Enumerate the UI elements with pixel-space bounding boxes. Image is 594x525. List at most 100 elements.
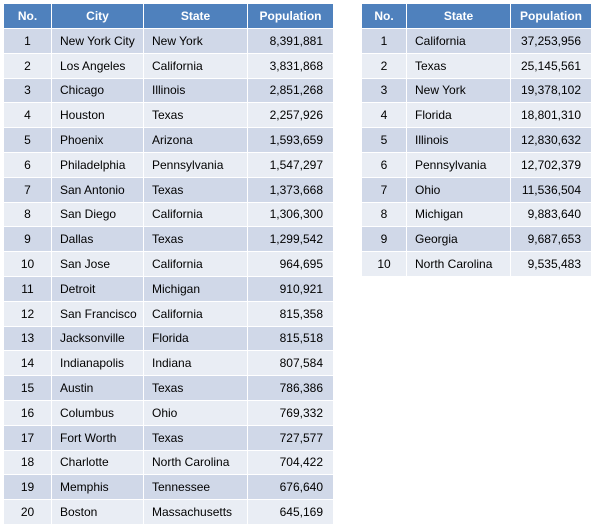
cities-population-table: No. City State Population 1 New York City… [3, 3, 334, 525]
rank-cell: 8 [361, 201, 407, 228]
rank-cell: 6 [3, 151, 52, 178]
state-cell: Michigan [143, 275, 248, 302]
city-cell: Memphis [51, 474, 144, 501]
header-population: Population [247, 3, 334, 29]
table-row: 3 New York 19,378,102 [361, 77, 592, 104]
population-cell: 645,169 [247, 499, 334, 525]
table-row: 17 Fort Worth Texas 727,577 [3, 424, 334, 451]
table-row: 7 Ohio 11,536,504 [361, 176, 592, 203]
rank-cell: 5 [3, 127, 52, 153]
population-cell: 769,332 [247, 399, 334, 426]
population-cell: 1,299,542 [247, 226, 334, 253]
state-cell: Michigan [406, 201, 511, 228]
state-cell: California [143, 201, 248, 228]
table-row: 15 Austin Texas 786,386 [3, 375, 334, 401]
city-cell: Boston [51, 499, 144, 525]
header-state: State [143, 3, 248, 29]
population-cell: 704,422 [247, 449, 334, 476]
table-row: 8 Michigan 9,883,640 [361, 201, 592, 228]
state-cell: Texas [406, 52, 511, 79]
state-cell: Tennessee [143, 474, 248, 501]
rank-cell: 14 [3, 350, 52, 377]
rank-cell: 17 [3, 424, 52, 451]
city-cell: Charlotte [51, 449, 144, 476]
header-state: State [406, 3, 511, 29]
rank-cell: 16 [3, 399, 52, 426]
states-population-table: No. State Population 1 California 37,253,9… [361, 3, 592, 277]
table-row: 3 Chicago Illinois 2,851,268 [3, 77, 334, 104]
state-cell: Ohio [406, 176, 511, 203]
state-cell: Georgia [406, 226, 511, 253]
city-cell: Houston [51, 102, 144, 129]
table-row: 4 Florida 18,801,310 [361, 102, 592, 129]
table-row: 9 Georgia 9,687,653 [361, 226, 592, 253]
rank-cell: 11 [3, 275, 52, 302]
city-cell: Chicago [51, 77, 144, 104]
population-cell: 2,851,268 [247, 77, 334, 104]
city-cell: Dallas [51, 226, 144, 253]
state-cell: Florida [406, 102, 511, 129]
table-row: 11 Detroit Michigan 910,921 [3, 275, 334, 302]
rank-cell: 4 [361, 102, 407, 129]
city-cell: Detroit [51, 275, 144, 302]
rank-cell: 9 [361, 226, 407, 253]
population-cell: 12,830,632 [510, 127, 592, 153]
table-header-row: No. City State Population [3, 3, 334, 29]
rank-cell: 6 [361, 151, 407, 178]
rank-cell: 4 [3, 102, 52, 129]
rank-cell: 5 [361, 127, 407, 153]
population-cell: 815,358 [247, 300, 334, 327]
population-cell: 3,831,868 [247, 52, 334, 79]
city-cell: Philadelphia [51, 151, 144, 178]
table-row: 4 Houston Texas 2,257,926 [3, 102, 334, 129]
population-cell: 9,535,483 [510, 251, 592, 277]
rank-cell: 9 [3, 226, 52, 253]
population-cell: 807,584 [247, 350, 334, 377]
table-row: 18 Charlotte North Carolina 704,422 [3, 449, 334, 476]
population-cell: 815,518 [247, 325, 334, 352]
table-row: 10 San Jose California 964,695 [3, 251, 334, 277]
table-row: 10 North Carolina 9,535,483 [361, 251, 592, 277]
table-row: 9 Dallas Texas 1,299,542 [3, 226, 334, 253]
rank-cell: 3 [3, 77, 52, 104]
table-row: 2 Los Angeles California 3,831,868 [3, 52, 334, 79]
header-population: Population [510, 3, 592, 29]
state-cell: Pennsylvania [406, 151, 511, 178]
header-no: No. [3, 3, 52, 29]
rank-cell: 1 [361, 28, 407, 54]
rank-cell: 7 [361, 176, 407, 203]
city-cell: Columbus [51, 399, 144, 426]
population-cell: 19,378,102 [510, 77, 592, 104]
population-cell: 1,306,300 [247, 201, 334, 228]
city-cell: San Francisco [51, 300, 144, 327]
population-cell: 1,373,668 [247, 176, 334, 203]
population-cell: 18,801,310 [510, 102, 592, 129]
state-cell: California [143, 52, 248, 79]
population-cell: 1,593,659 [247, 127, 334, 153]
state-cell: Texas [143, 375, 248, 401]
state-cell: California [143, 300, 248, 327]
rank-cell: 7 [3, 176, 52, 203]
table-row: 2 Texas 25,145,561 [361, 52, 592, 79]
state-cell: Illinois [406, 127, 511, 153]
rank-cell: 8 [3, 201, 52, 228]
table-row: 6 Philadelphia Pennsylvania 1,547,297 [3, 151, 334, 178]
rank-cell: 20 [3, 499, 52, 525]
table-row: 1 New York City New York 8,391,881 [3, 28, 334, 54]
header-no: No. [361, 3, 407, 29]
state-cell: Texas [143, 226, 248, 253]
table-row: 12 San Francisco California 815,358 [3, 300, 334, 327]
population-cell: 11,536,504 [510, 176, 592, 203]
table-row: 6 Pennsylvania 12,702,379 [361, 151, 592, 178]
state-cell: New York [406, 77, 511, 104]
city-cell: Indianapolis [51, 350, 144, 377]
city-cell: Jacksonville [51, 325, 144, 352]
table-row: 14 Indianapolis Indiana 807,584 [3, 350, 334, 377]
rank-cell: 2 [3, 52, 52, 79]
table-row: 1 California 37,253,956 [361, 28, 592, 54]
header-city: City [51, 3, 144, 29]
population-cell: 9,883,640 [510, 201, 592, 228]
population-cell: 910,921 [247, 275, 334, 302]
population-cell: 727,577 [247, 424, 334, 451]
rank-cell: 1 [3, 28, 52, 54]
